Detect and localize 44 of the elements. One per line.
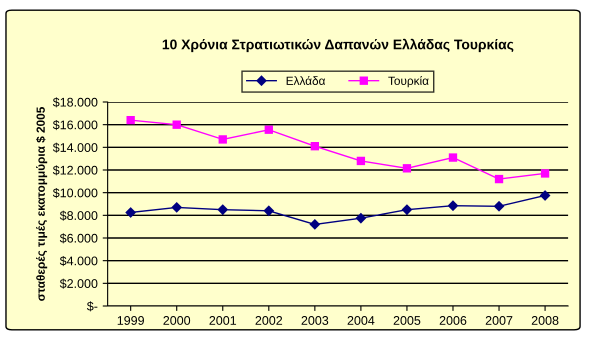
y-tick-label: $16.000	[52, 120, 98, 130]
y-tick-label: $4.000	[60, 256, 98, 266]
point	[264, 126, 273, 134]
point	[540, 190, 550, 201]
x-tick-label: 2002	[256, 316, 282, 325]
x-tick-label: 2008	[532, 316, 558, 325]
y-tick-label: $12.000	[52, 165, 98, 176]
legend-label: Ελλάδα	[286, 76, 326, 85]
legend-label: Τουρκία	[388, 76, 429, 88]
x-tick-label: 2001	[209, 316, 236, 325]
chart-title: 10 Χρόνια Στρατιωτικών Δαπανών Ελλάδας Τουρκίας	[162, 38, 514, 52]
y-tick-label: $10.000	[52, 188, 98, 198]
point	[356, 156, 366, 166]
point	[448, 153, 458, 162]
y-axis-title: σταθερές τιμές εκατομμύρια $ 2005	[36, 107, 48, 301]
y-tick-label: $14.000	[52, 142, 98, 153]
point	[402, 204, 412, 215]
point	[126, 207, 136, 218]
y-tick-label: $-	[86, 301, 98, 312]
point	[310, 219, 320, 230]
x-tick-label: 2007	[486, 316, 512, 325]
point	[218, 135, 227, 144]
x-tick-label: 2000	[163, 316, 190, 325]
x-tick-label: 1999	[118, 316, 144, 325]
point	[172, 120, 181, 129]
y-tick-label: $18.000	[52, 97, 98, 108]
x-tick-label: 2005	[394, 316, 420, 325]
point	[218, 204, 228, 215]
y-tick-label: $8.000	[60, 210, 98, 221]
x-tick-label: 2006	[440, 316, 466, 325]
point	[356, 213, 366, 224]
point	[126, 116, 135, 124]
point	[172, 202, 182, 213]
point	[448, 200, 458, 211]
y-tick-label: $6.000	[60, 233, 98, 244]
point	[402, 164, 412, 172]
point	[540, 169, 550, 178]
point	[494, 174, 504, 184]
y-tick-label: $2.000	[60, 278, 98, 289]
point	[310, 142, 320, 150]
point	[264, 206, 274, 216]
point	[494, 201, 504, 212]
x-tick-label: 2003	[302, 316, 328, 325]
x-tick-label: 2004	[348, 316, 374, 325]
